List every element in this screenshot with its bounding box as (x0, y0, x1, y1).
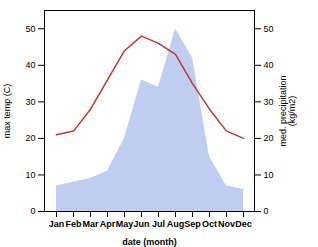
svg-text:Sep: Sep (184, 219, 201, 229)
svg-text:max temp (C): max temp (C) (2, 84, 12, 139)
svg-text:10: 10 (25, 170, 35, 180)
svg-text:Aug: Aug (167, 219, 185, 229)
svg-text:40: 40 (264, 60, 274, 70)
svg-text:10: 10 (264, 170, 274, 180)
svg-text:Apr: Apr (100, 219, 116, 229)
svg-text:Dec: Dec (235, 219, 252, 229)
svg-text:Nov: Nov (218, 219, 235, 229)
svg-text:Mar: Mar (82, 219, 99, 229)
svg-text:date (month): date (month) (122, 237, 177, 247)
svg-text:30: 30 (264, 97, 274, 107)
svg-text:Jul: Jul (152, 219, 165, 229)
svg-text:Jan: Jan (49, 219, 65, 229)
svg-text:20: 20 (264, 133, 274, 143)
svg-text:50: 50 (264, 24, 274, 34)
svg-text:30: 30 (25, 97, 35, 107)
svg-text:May: May (116, 219, 134, 229)
svg-text:0: 0 (30, 206, 35, 216)
svg-text:Jun: Jun (133, 219, 149, 229)
svg-text:Feb: Feb (65, 219, 82, 229)
svg-text:50: 50 (25, 24, 35, 34)
svg-text:Oct: Oct (202, 219, 217, 229)
svg-text:0: 0 (264, 206, 269, 216)
svg-text:med. precipitation(kg/m2): med. precipitation(kg/m2) (278, 75, 297, 146)
svg-text:40: 40 (25, 60, 35, 70)
svg-text:20: 20 (25, 133, 35, 143)
